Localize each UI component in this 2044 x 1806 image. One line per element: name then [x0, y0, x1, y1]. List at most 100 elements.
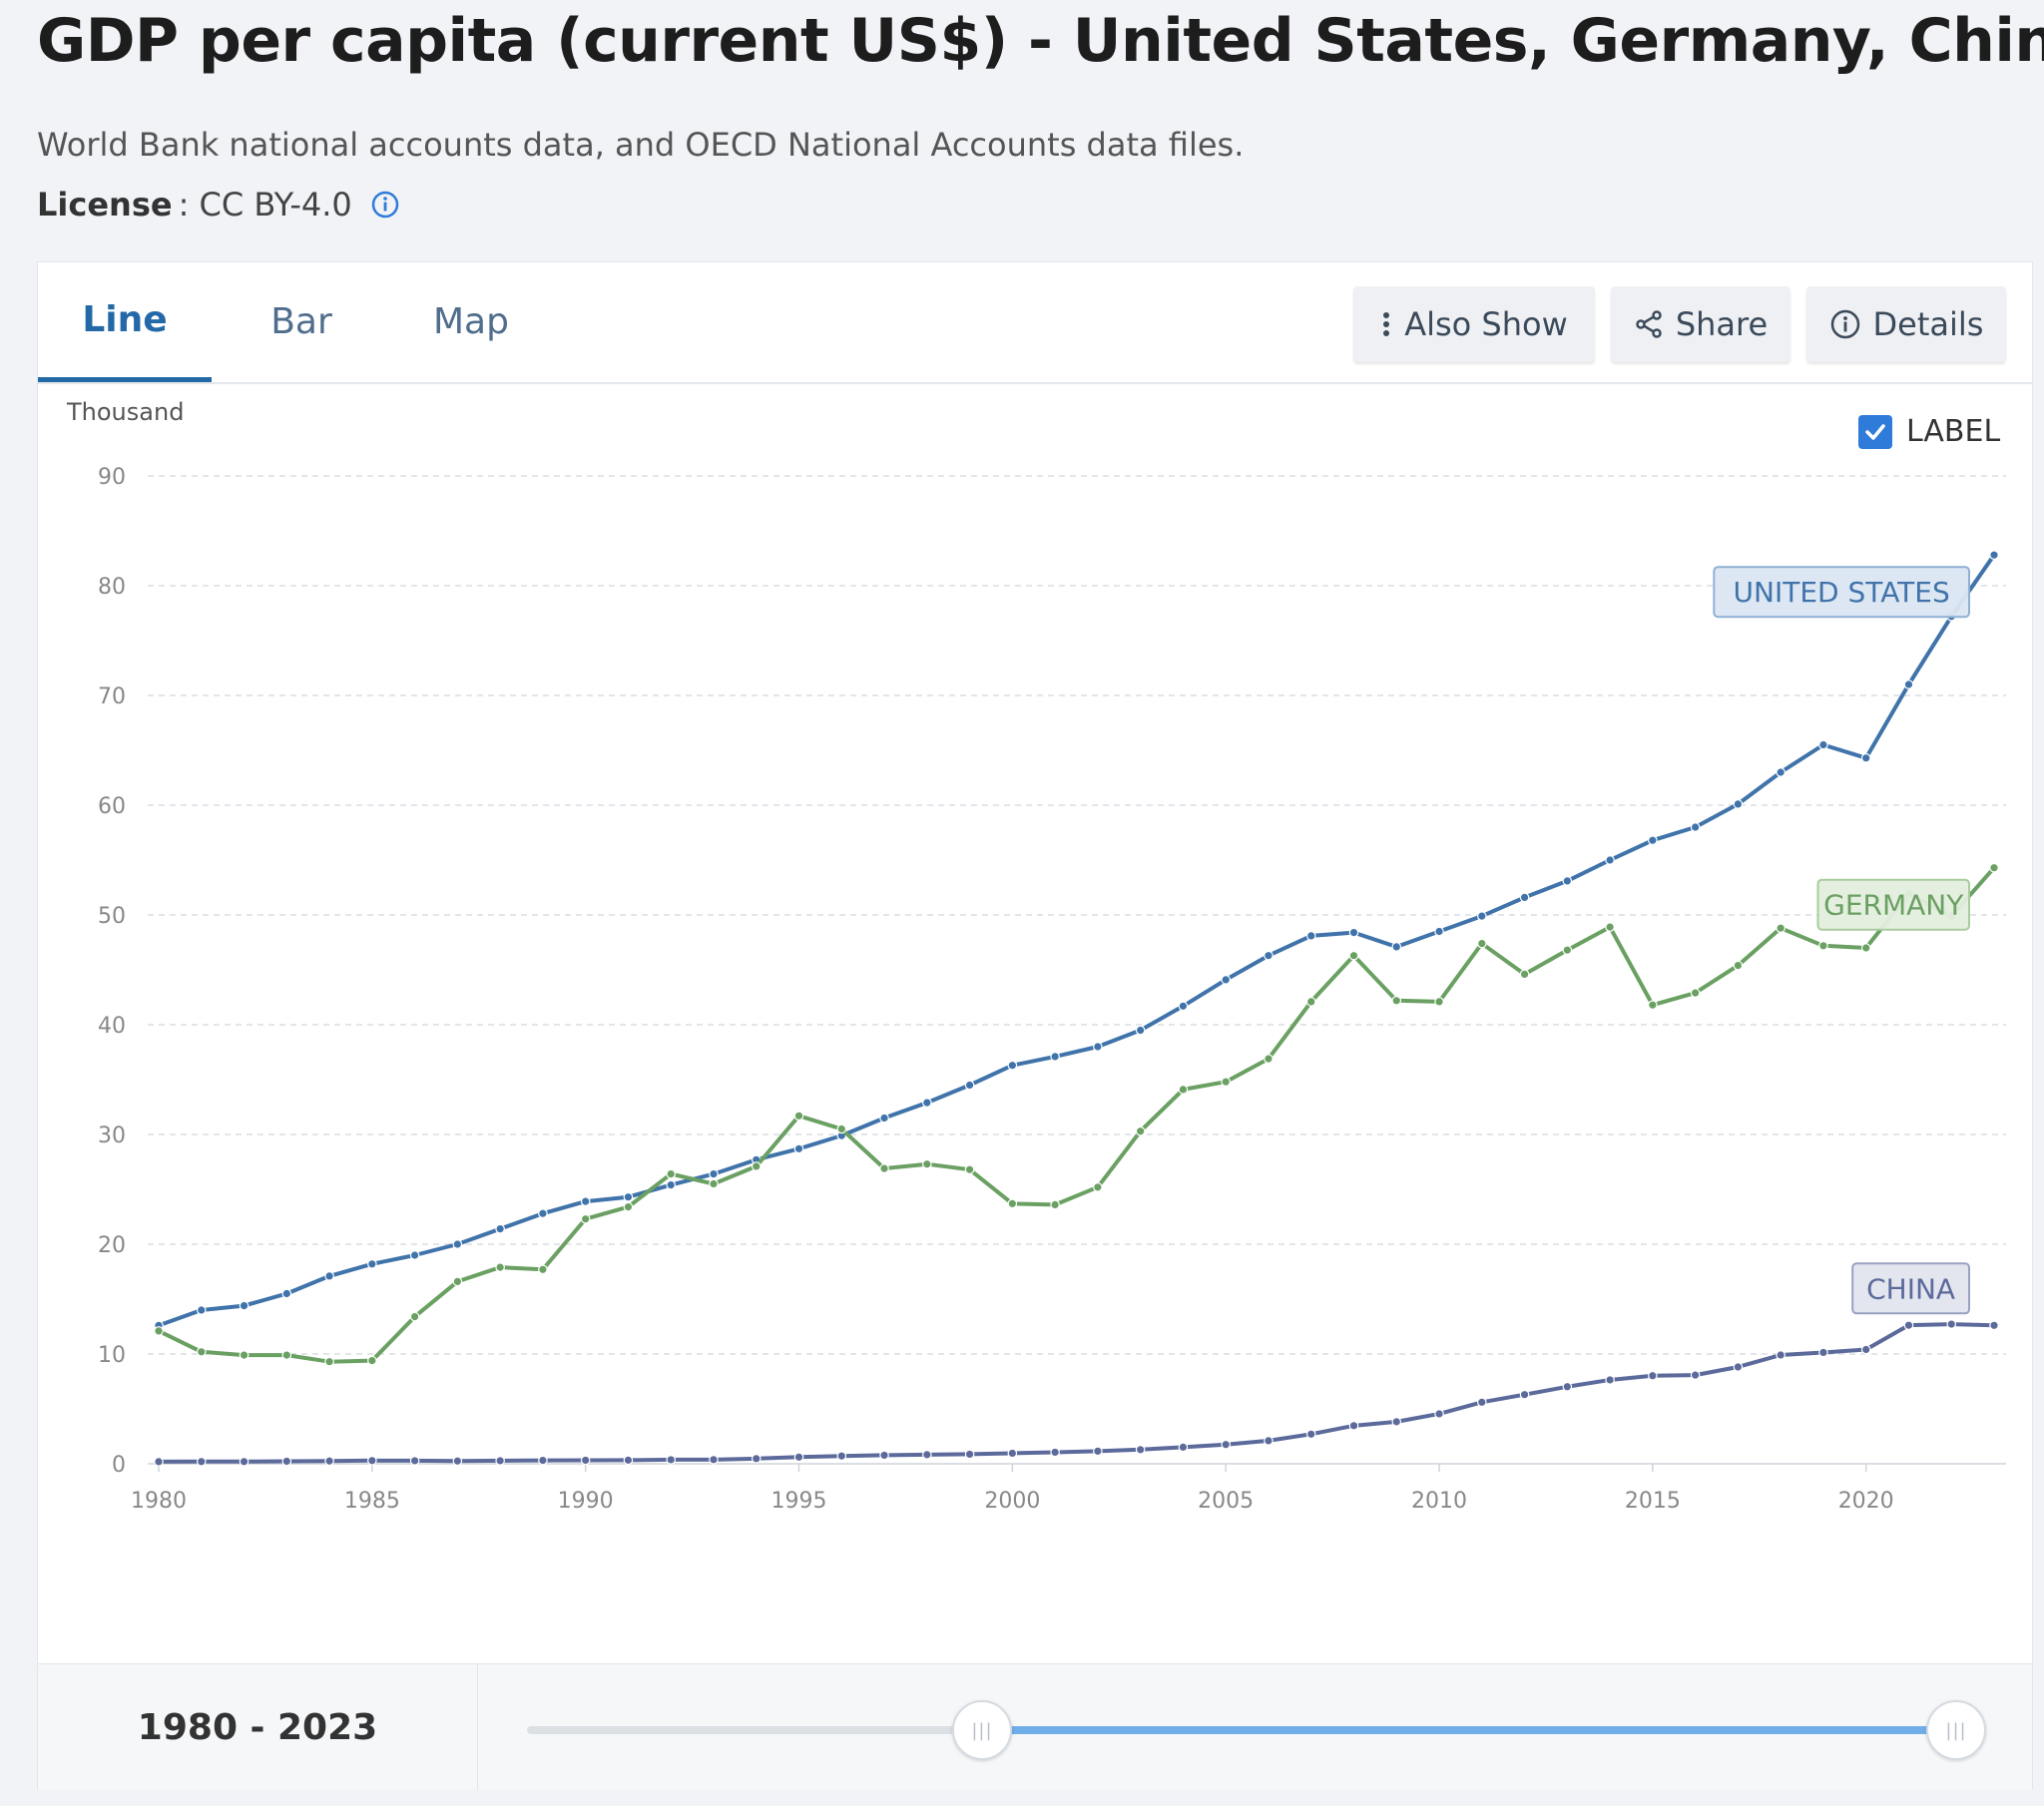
range-start-handle[interactable]: |||	[951, 1700, 1012, 1760]
label-toggle[interactable]: LABEL	[1858, 414, 2000, 449]
data-point-united-states	[1007, 1060, 1018, 1071]
info-circle-icon	[1830, 309, 1859, 339]
x-tick-label: 1990	[558, 1489, 614, 1514]
data-point-united-states	[1776, 767, 1786, 777]
data-point-germany	[1348, 950, 1359, 961]
data-point-germany	[1476, 938, 1487, 949]
data-point-china	[1946, 1319, 1957, 1329]
data-point-united-states	[239, 1300, 250, 1311]
data-point-germany	[1007, 1198, 1018, 1209]
data-point-china	[538, 1455, 548, 1466]
y-tick-label: 70	[98, 684, 126, 709]
data-point-china	[1135, 1445, 1146, 1455]
data-point-china	[580, 1455, 591, 1466]
data-point-germany	[1264, 1054, 1274, 1064]
data-point-united-states	[1989, 550, 1999, 560]
data-point-china	[1989, 1320, 1999, 1331]
x-tick-label: 2020	[1838, 1489, 1894, 1514]
data-point-united-states	[1093, 1042, 1103, 1052]
data-point-germany	[1050, 1199, 1060, 1210]
data-point-germany	[1391, 995, 1402, 1006]
svg-text:GERMANY: GERMANY	[1823, 889, 1964, 922]
y-tick-label: 60	[98, 794, 126, 819]
y-unit-label: Thousand	[66, 398, 184, 426]
data-point-germany	[1860, 943, 1871, 953]
data-point-germany	[709, 1178, 719, 1189]
data-point-germany	[324, 1356, 334, 1367]
y-tick-label: 50	[98, 904, 126, 929]
data-point-germany	[1605, 922, 1615, 932]
data-point-united-states	[1178, 1001, 1189, 1012]
data-point-germany	[623, 1201, 634, 1212]
data-point-germany	[495, 1262, 505, 1272]
data-point-germany	[196, 1346, 207, 1357]
data-point-china	[495, 1456, 505, 1466]
tab-map[interactable]: Map	[433, 300, 509, 342]
data-point-germany	[836, 1124, 847, 1134]
data-point-germany	[1221, 1077, 1231, 1087]
data-point-germany	[367, 1355, 377, 1366]
data-point-china	[751, 1454, 762, 1464]
data-point-china	[1648, 1370, 1658, 1381]
share-icon	[1636, 310, 1662, 338]
data-point-china	[1264, 1436, 1274, 1446]
data-point-united-states	[922, 1098, 932, 1108]
data-point-united-states	[1733, 799, 1744, 809]
label-toggle-text: LABEL	[1906, 414, 2001, 449]
data-point-united-states	[367, 1258, 377, 1269]
data-point-united-states	[1648, 835, 1658, 845]
data-point-germany	[1648, 1000, 1658, 1010]
data-point-china	[1050, 1447, 1060, 1458]
y-tick-label: 30	[98, 1124, 126, 1148]
series-label-united-states: UNITED STATES	[1713, 566, 1970, 619]
data-point-china	[239, 1457, 250, 1467]
tab-bar-chart[interactable]: Bar	[270, 300, 332, 342]
data-point-china	[709, 1455, 719, 1465]
data-point-germany	[1818, 940, 1828, 951]
tab-line[interactable]: Line	[38, 262, 212, 382]
details-button[interactable]: Details	[1806, 286, 2006, 362]
data-point-china	[964, 1449, 975, 1460]
data-point-united-states	[495, 1223, 505, 1234]
data-point-united-states	[409, 1250, 420, 1260]
data-point-china	[1818, 1347, 1828, 1358]
more-vertical-icon	[1383, 312, 1390, 336]
also-show-button[interactable]: Also Show	[1353, 286, 1595, 362]
data-point-germany	[793, 1111, 804, 1122]
data-point-china	[1007, 1448, 1018, 1459]
data-point-united-states	[1348, 927, 1359, 938]
series-label-germany: GERMANY	[1816, 878, 1970, 931]
data-point-united-states	[580, 1196, 591, 1206]
data-point-germany	[452, 1276, 463, 1287]
series-line-united-states	[158, 554, 1996, 1328]
chart-panel: Line Bar Map Also Show Share Details LAB…	[37, 261, 2033, 1790]
also-show-label: Also Show	[1404, 305, 1568, 343]
data-point-united-states	[1818, 739, 1828, 750]
y-tick-label: 10	[98, 1343, 126, 1368]
share-button[interactable]: Share	[1611, 286, 1790, 362]
label-checkbox[interactable]	[1858, 414, 1892, 449]
data-point-united-states	[1305, 931, 1316, 941]
data-point-united-states	[1221, 975, 1231, 985]
data-point-united-states	[709, 1168, 719, 1179]
license-value: : CC BY-4.0	[178, 186, 352, 224]
range-end-handle[interactable]: |||	[1926, 1700, 1986, 1760]
data-point-germany	[1776, 923, 1786, 933]
y-tick-label: 0	[112, 1453, 126, 1478]
data-point-china	[1305, 1429, 1316, 1440]
data-point-china	[1562, 1381, 1573, 1392]
data-point-united-states	[1476, 911, 1487, 921]
range-track-fill	[979, 1726, 1954, 1734]
data-point-china	[1605, 1375, 1615, 1385]
data-point-united-states	[964, 1080, 975, 1091]
svg-text:CHINA: CHINA	[1866, 1272, 1955, 1305]
data-point-china	[324, 1456, 334, 1467]
data-point-germany	[1434, 997, 1444, 1007]
data-point-united-states	[452, 1239, 463, 1249]
share-label: Share	[1675, 305, 1769, 343]
data-point-china	[281, 1456, 292, 1467]
info-icon[interactable]	[370, 190, 400, 220]
data-point-germany	[922, 1158, 932, 1169]
data-point-china	[1776, 1350, 1786, 1360]
y-tick-label: 20	[98, 1233, 126, 1258]
